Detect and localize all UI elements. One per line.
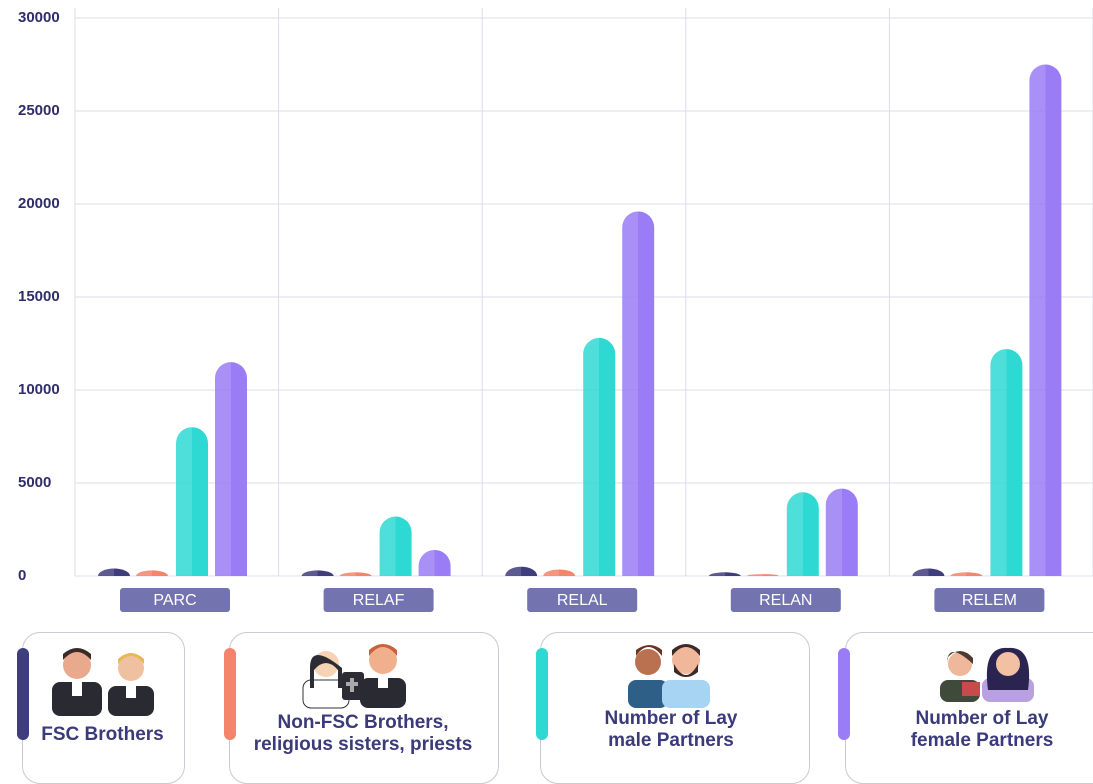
bar (301, 570, 334, 576)
bar (136, 570, 168, 576)
y-tick-label: 25000 (18, 102, 60, 119)
category-box (934, 588, 1045, 612)
x-tick-label: PARC (153, 592, 196, 609)
category-box (323, 588, 434, 612)
x-tick-label: RELAN (759, 592, 812, 609)
y-tick-label: 10000 (18, 381, 60, 398)
legend-card (22, 632, 185, 784)
bar (583, 337, 616, 576)
bar (1029, 64, 1062, 576)
bar (543, 569, 576, 576)
x-tick-label: RELAF (353, 592, 405, 609)
bar (176, 427, 208, 576)
page: 0 5000 10000 15000 20000 25000 30000 PARC RELAF R… (17, 8, 1093, 784)
bar (418, 549, 451, 576)
y-tick-label: 20000 (18, 195, 60, 212)
legend-label: Number of Lay female Partners (910, 708, 1054, 751)
y-tick-label: 30000 (18, 9, 60, 26)
bar (622, 211, 655, 576)
chart: 0 5000 10000 15000 20000 25000 30000 PARC RELAF R… (18, 8, 1093, 612)
category-box (527, 588, 638, 612)
bar (505, 566, 538, 576)
legend-swatch (536, 648, 548, 740)
category-box (120, 588, 230, 612)
y-tick-label: 5000 (18, 474, 51, 491)
bar (912, 568, 945, 576)
y-tick-label: 0 (18, 567, 26, 584)
legend-swatch (17, 648, 29, 740)
x-tick-label: RELEM (962, 592, 1017, 609)
legend-label: Number of Lay male Partners (604, 708, 738, 751)
bar (786, 492, 819, 576)
bar (990, 349, 1023, 576)
x-tick-label: RELAL (557, 592, 608, 609)
y-tick-label: 15000 (18, 288, 60, 305)
legend-label: Non-FSC Brothers, religious sisters, pri… (253, 712, 473, 755)
bar (215, 362, 247, 576)
bar (379, 516, 412, 576)
bar (708, 572, 741, 576)
bar (339, 572, 372, 576)
legend-label: FSC Brothers (41, 724, 164, 745)
bar (746, 574, 779, 576)
legend-swatch (838, 648, 850, 740)
bar (98, 568, 130, 576)
bar (825, 488, 858, 576)
category-box (730, 588, 841, 612)
legend-swatch (224, 648, 236, 740)
legend-card (229, 632, 499, 784)
bar (950, 572, 983, 576)
